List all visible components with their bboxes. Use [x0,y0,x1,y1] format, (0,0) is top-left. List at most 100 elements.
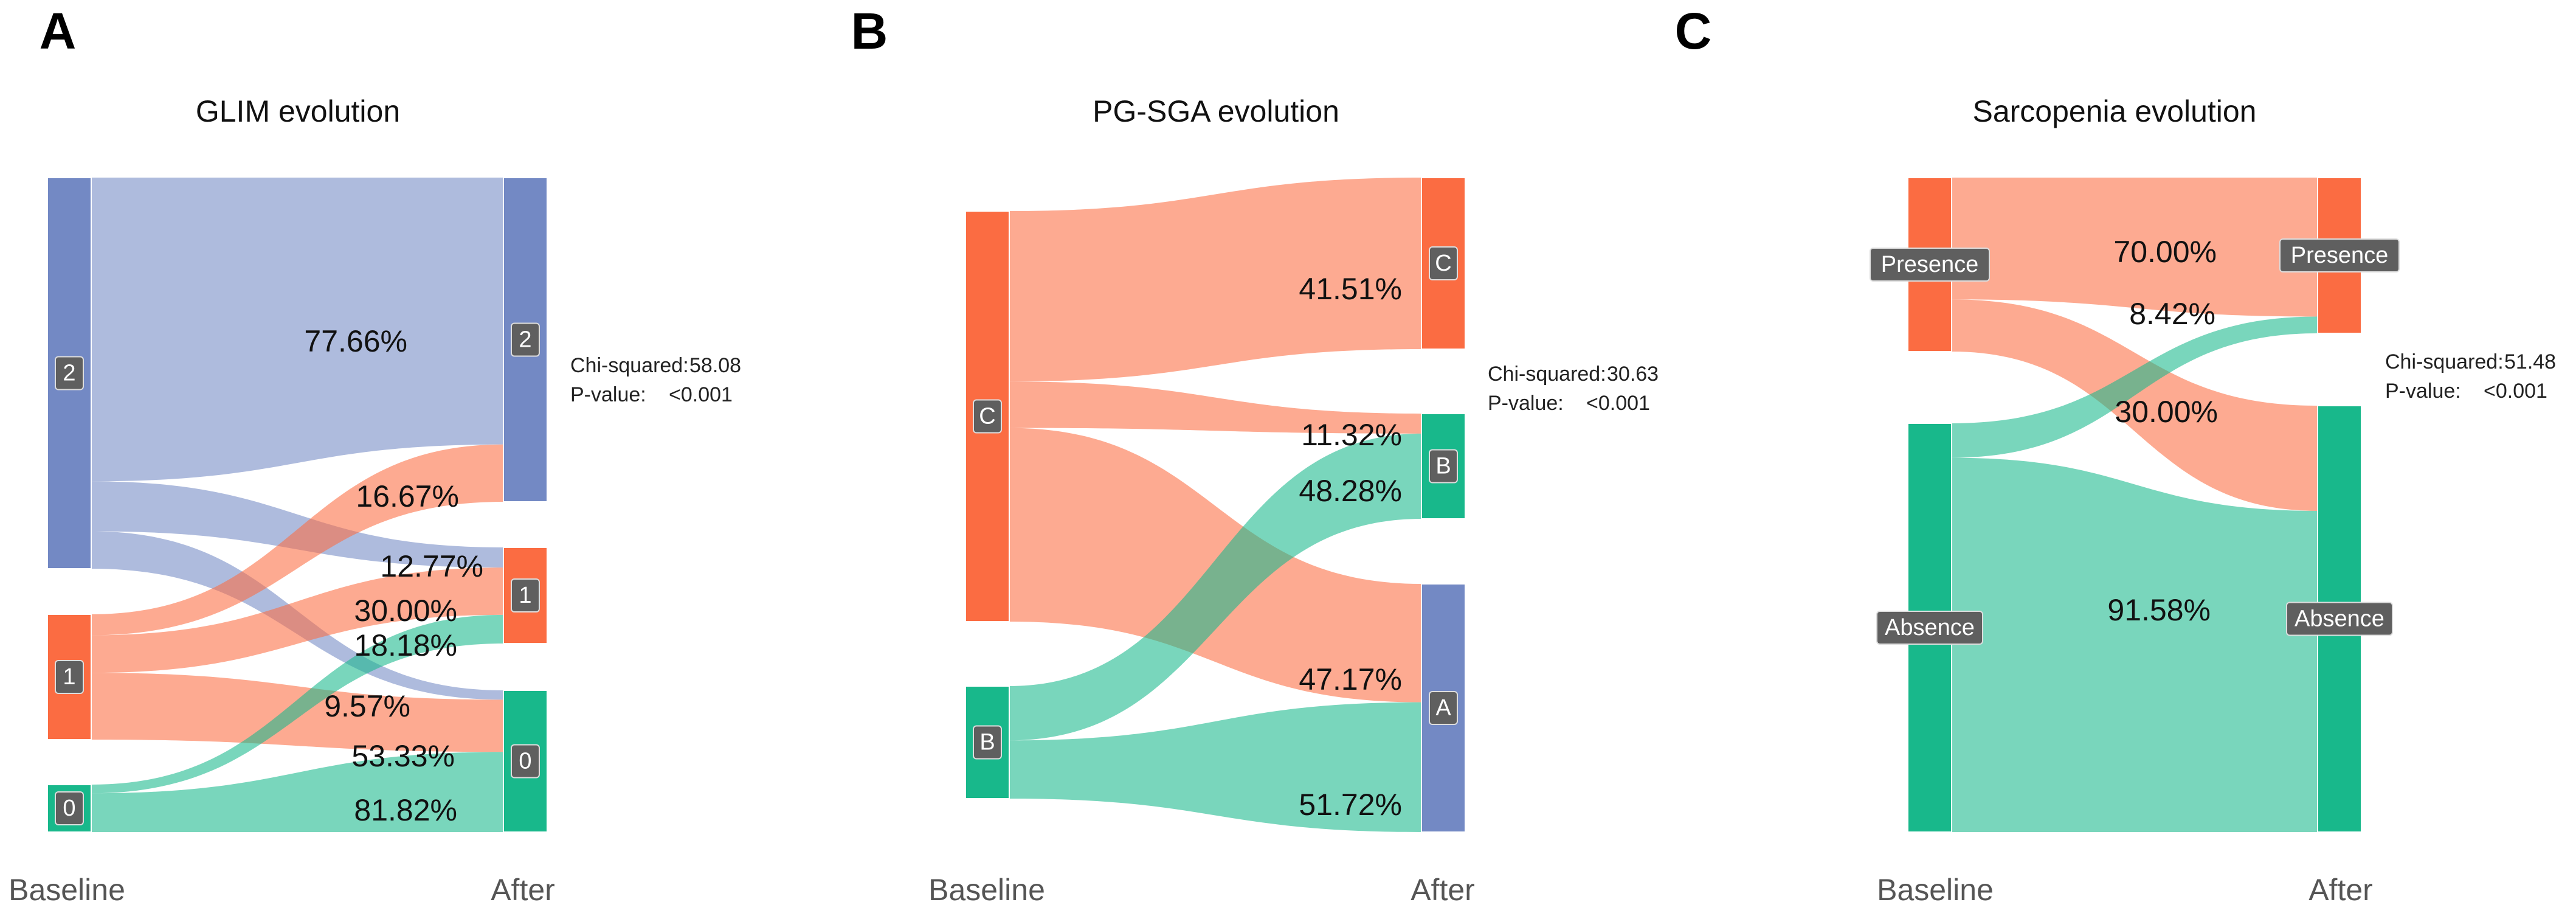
left-node-1: 1 [47,614,92,740]
node-label-box [1429,246,1458,280]
flow-C-to-B [1009,381,1421,434]
node-label-box [1429,449,1458,484]
stat-label: P-value: [1488,392,1564,415]
flows [1952,178,2318,832]
node-label-box [511,744,540,779]
flow-1-to-1 [91,567,503,673]
right-node-presence: Presence [2279,177,2400,334]
flow-Presence-to-Presence [1952,178,2318,317]
node-label: 0 [519,749,531,774]
after-label: After [2308,873,2373,907]
left-node-absence: Absence [1876,423,1983,833]
right-node-a: A [1421,583,1466,833]
right-node-absence: Absence [2286,405,2393,833]
stats: Chi-squared: 51.48 P-value: <0.001 [2385,350,2556,403]
stat-label: Chi-squared: [570,354,689,377]
node-label-box [1876,611,1983,645]
flow-label: 48.28% [1299,474,1402,508]
baseline-label: Baseline [928,873,1045,907]
node-label-box [55,791,84,825]
node-label: Presence [2291,243,2389,268]
flow-label: 30.00% [354,594,457,628]
panel-title: PG-SGA evolution [1093,94,1339,128]
after-label: After [1411,873,1475,907]
flow-label: 11.32% [1301,418,1402,452]
stat-value: 51.48 [2504,350,2556,373]
panel-b: B PG-SGA evolution Baseline After 41.51% 11.3… [851,2,1659,907]
flow-label: 41.51% [1299,272,1402,306]
right-node-1: 1 [503,547,548,644]
panel-title: Sarcopenia evolution [1973,94,2257,128]
node-label-box [973,725,1002,760]
node-label-box [511,578,540,612]
left-node-b: B [965,685,1010,799]
stat-value: <0.001 [1586,392,1650,415]
flow-label: 47.17% [1299,662,1402,696]
node-label: C [979,404,995,429]
flow-Absence-to-Absence [1952,457,2318,832]
stat-label: P-value: [570,383,646,406]
stat-value: <0.001 [669,383,733,406]
right-node-c: C [1421,177,1466,350]
node-label: 1 [63,664,75,690]
node-label-box [1429,691,1458,725]
stats: Chi-squared: 58.08 P-value: <0.001 [570,354,741,406]
baseline-label: Baseline [9,873,125,907]
node-label-box [2286,602,2393,636]
node-label: Absence [2295,606,2384,632]
panel-letter: A [40,2,77,60]
node-label-box [55,660,84,694]
flow-label: 81.82% [354,793,457,827]
node-label: 2 [519,327,531,353]
node-label-box [511,322,540,357]
flow-label: 91.58% [2107,593,2211,627]
stat-value: 58.08 [689,354,741,377]
flow-label: 77.66% [304,324,407,358]
flow-0-to-0 [91,752,503,832]
node-label: C [1435,251,1451,276]
flow-label: 51.72% [1299,788,1402,822]
panel-letter: B [851,2,888,60]
flow-C-to-C [1009,178,1421,382]
node-label: B [1435,454,1451,479]
right-node-2: 2 [503,177,548,502]
flow-label: 70.00% [2113,235,2217,269]
stat-label: Chi-squared: [2385,350,2504,373]
panel-letter: C [1675,2,1712,60]
node-label-box [1870,248,1990,282]
node-label-box [55,356,84,390]
flows [1009,178,1421,832]
node-label: A [1435,695,1451,721]
flow-label: 53.33% [351,739,455,773]
flow-label: 16.67% [356,479,459,513]
flow-Presence-to-Absence [1952,299,2318,511]
flow-B-to-A [1009,702,1421,832]
node-label: 0 [63,796,75,821]
stat-value: <0.001 [2484,380,2547,403]
flow-0-to-1 [91,614,503,794]
node-label: B [979,730,995,755]
node-label: 1 [519,583,531,608]
node-label: Absence [1885,615,1975,640]
panel-a: A GLIM evolution Baseline After 77.66% 12.77%… [9,2,741,907]
flow-2-to-2 [91,178,503,482]
left-node-0: 0 [47,784,92,833]
node-label: 2 [63,361,75,386]
flow-label: 30.00% [2115,395,2218,429]
left-node-c: C [965,210,1010,622]
flow-label: 18.18% [354,628,457,662]
flow-B-to-B [1009,433,1421,741]
flow-label: 8.42% [2129,297,2215,331]
stat-value: 30.63 [1607,363,1659,386]
left-node-presence: Presence [1870,177,1990,352]
flow-Absence-to-Presence [1952,316,2318,458]
right-node-0: 0 [503,690,548,833]
baseline-label: Baseline [1877,873,1994,907]
node-label: Presence [1881,252,1979,277]
stats: Chi-squared: 30.63 P-value: <0.001 [1488,363,1659,415]
flow-1-to-2 [91,444,503,636]
flow-label: 12.77% [380,549,483,583]
node-label-box [2279,238,2400,272]
node-label-box [973,399,1002,434]
